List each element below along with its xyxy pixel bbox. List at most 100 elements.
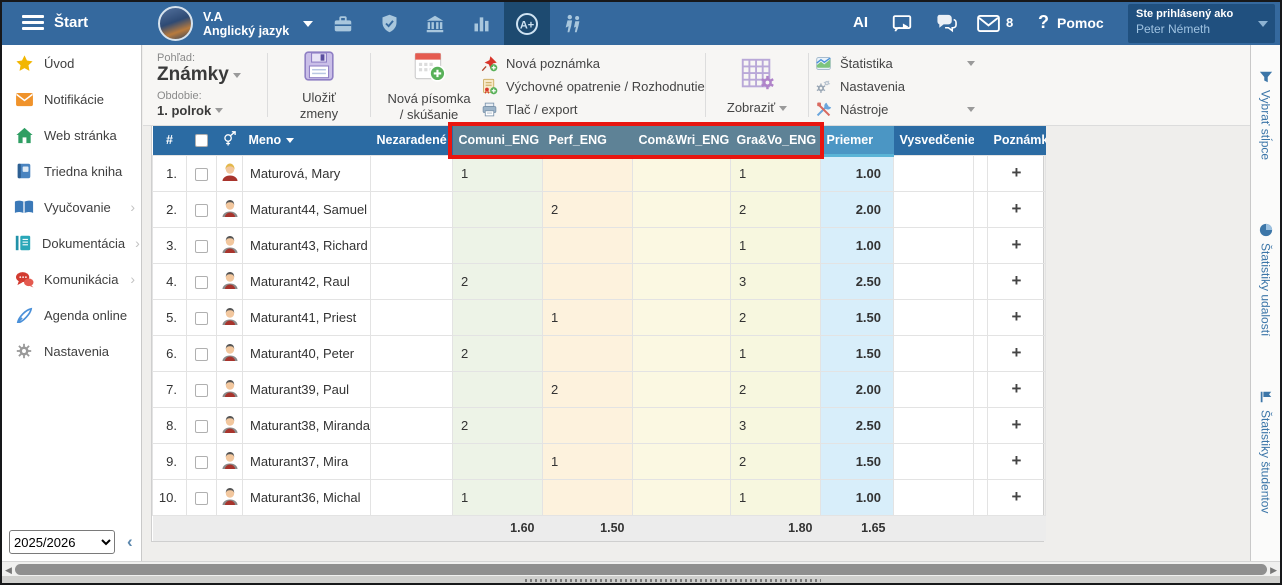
action-decree-plus[interactable]: Výchovné opatrenie / Rozhodnutie bbox=[481, 75, 705, 98]
help-button[interactable]: Pomoc bbox=[1057, 15, 1104, 31]
scroll-right-arrow-icon[interactable]: ▶ bbox=[1270, 565, 1277, 575]
sidebar-item-nastavenia[interactable]: Nastavenia bbox=[2, 333, 141, 369]
student-name[interactable]: Maturant42, Raul bbox=[242, 262, 371, 300]
grade-cell-perf[interactable] bbox=[542, 226, 633, 264]
cell-nezaradene[interactable] bbox=[370, 478, 453, 516]
start-menu-button[interactable]: Štart bbox=[54, 14, 89, 31]
add-note-button[interactable]: + bbox=[987, 190, 1046, 228]
student-avatar[interactable] bbox=[216, 226, 243, 264]
student-avatar[interactable] bbox=[216, 298, 243, 336]
student-name[interactable]: Maturant37, Mira bbox=[242, 442, 371, 480]
header-meno[interactable]: Meno bbox=[242, 126, 371, 155]
add-note-button[interactable]: + bbox=[987, 154, 1046, 192]
grade-cell-comuni[interactable]: 2 bbox=[452, 334, 543, 372]
add-note-button[interactable]: + bbox=[987, 442, 1046, 480]
header-comwri[interactable]: Com&Wri_ENG bbox=[632, 126, 731, 155]
student-name[interactable]: Maturant38, Miranda bbox=[242, 406, 371, 444]
add-note-button[interactable]: + bbox=[987, 334, 1046, 372]
horizontal-scrollbar[interactable]: ◀ ▶ bbox=[2, 561, 1280, 576]
header-poznamky[interactable]: Poznámky bbox=[987, 126, 1046, 155]
action-printer[interactable]: Tlač / export bbox=[481, 98, 699, 121]
grade-cell-comuni[interactable] bbox=[452, 226, 543, 264]
header-gender[interactable] bbox=[216, 126, 243, 155]
grade-cell-comwri[interactable] bbox=[632, 190, 731, 228]
grade-cell-comwri[interactable] bbox=[632, 370, 731, 408]
grade-cell-gravo[interactable]: 2 bbox=[730, 370, 821, 408]
hamburger-menu-icon[interactable] bbox=[22, 15, 44, 31]
add-note-button[interactable]: + bbox=[987, 298, 1046, 336]
row-checkbox[interactable] bbox=[195, 275, 208, 289]
student-avatar[interactable] bbox=[216, 262, 243, 300]
grade-cell-gravo[interactable]: 2 bbox=[730, 442, 821, 480]
row-checkbox-cell[interactable] bbox=[186, 226, 217, 264]
student-avatar[interactable] bbox=[216, 334, 243, 372]
cell-vysvedcenie[interactable] bbox=[893, 370, 974, 408]
grade-cell-gravo[interactable]: 2 bbox=[730, 298, 821, 336]
student-name[interactable]: Maturová, Mary bbox=[242, 154, 371, 192]
cell-vysvedcenie[interactable] bbox=[893, 154, 974, 192]
grade-cell-perf[interactable] bbox=[542, 406, 633, 444]
header-priemer[interactable]: Priemer bbox=[820, 126, 894, 157]
cell-vysvedcenie[interactable] bbox=[893, 478, 974, 516]
select-all-checkbox[interactable] bbox=[195, 134, 208, 148]
grade-cell-perf[interactable] bbox=[542, 478, 633, 516]
grade-cell-gravo[interactable]: 1 bbox=[730, 478, 821, 516]
grade-cell-comuni[interactable]: 2 bbox=[452, 406, 543, 444]
cell-vysvedcenie[interactable] bbox=[893, 334, 974, 372]
grade-cell-comwri[interactable] bbox=[632, 478, 731, 516]
grade-cell-comuni[interactable]: 1 bbox=[452, 154, 543, 192]
grade-cell-perf[interactable]: 1 bbox=[542, 298, 633, 336]
panel-gears[interactable]: Nastavenia bbox=[815, 75, 983, 98]
row-checkbox-cell[interactable] bbox=[186, 154, 217, 192]
grade-cell-comwri[interactable] bbox=[632, 262, 731, 300]
cell-vysvedcenie[interactable] bbox=[893, 262, 974, 300]
module-grades-a-plus-icon[interactable]: A+ bbox=[504, 2, 550, 45]
add-note-button[interactable]: + bbox=[987, 370, 1046, 408]
student-name[interactable]: Maturant39, Paul bbox=[242, 370, 371, 408]
cell-vysvedcenie[interactable] bbox=[893, 442, 974, 480]
grade-cell-gravo[interactable]: 1 bbox=[730, 154, 821, 192]
new-test-button[interactable]: Nová písomka / skúšanie bbox=[377, 45, 481, 125]
row-checkbox-cell[interactable] bbox=[186, 298, 217, 336]
grade-cell-comuni[interactable]: 1 bbox=[452, 478, 543, 516]
module-briefcase-icon[interactable] bbox=[320, 2, 366, 45]
row-checkbox-cell[interactable] bbox=[186, 262, 217, 300]
sidebar-item-vyu-ovanie[interactable]: Vyučovanie › bbox=[2, 189, 141, 225]
rail-item-flag-chart[interactable]: Štatistiky študentov bbox=[1251, 390, 1280, 513]
grade-cell-gravo[interactable]: 1 bbox=[730, 226, 821, 264]
cell-nezaradene[interactable] bbox=[370, 226, 453, 264]
grade-cell-comwri[interactable] bbox=[632, 154, 731, 192]
rail-item-filter[interactable]: Vybrať stĺpce bbox=[1251, 70, 1280, 160]
cell-vysvedcenie[interactable] bbox=[893, 406, 974, 444]
student-name[interactable]: Maturant40, Peter bbox=[242, 334, 371, 372]
cell-nezaradene[interactable] bbox=[370, 262, 453, 300]
header-select-all[interactable] bbox=[186, 126, 217, 155]
grade-cell-comuni[interactable]: 2 bbox=[452, 262, 543, 300]
grade-cell-perf[interactable]: 2 bbox=[542, 370, 633, 408]
scrollbar-thumb[interactable] bbox=[15, 564, 1267, 575]
collapse-sidebar-icon[interactable]: ‹ bbox=[127, 532, 133, 551]
cell-vysvedcenie[interactable] bbox=[893, 226, 974, 264]
save-changes-button[interactable]: Uložiť zmeny bbox=[274, 45, 364, 125]
student-avatar[interactable] bbox=[216, 478, 243, 516]
cell-nezaradene[interactable] bbox=[370, 406, 453, 444]
grade-cell-comuni[interactable] bbox=[452, 190, 543, 228]
row-checkbox[interactable] bbox=[195, 167, 208, 181]
header-vysvedcenie[interactable]: Vysvedčenie bbox=[893, 126, 974, 155]
cell-nezaradene[interactable] bbox=[370, 190, 453, 228]
ai-button[interactable]: AI bbox=[853, 14, 868, 31]
grade-cell-gravo[interactable]: 2 bbox=[730, 190, 821, 228]
panel-stats-chart[interactable]: Štatistika bbox=[815, 52, 983, 75]
module-institution-icon[interactable] bbox=[412, 2, 458, 45]
grade-cell-comwri[interactable] bbox=[632, 226, 731, 264]
help-icon[interactable]: ? bbox=[1038, 12, 1049, 32]
cell-nezaradene[interactable] bbox=[370, 334, 453, 372]
cell-nezaradene[interactable] bbox=[370, 442, 453, 480]
grade-cell-perf[interactable]: 1 bbox=[542, 442, 633, 480]
row-checkbox-cell[interactable] bbox=[186, 478, 217, 516]
module-shield-check-icon[interactable] bbox=[366, 2, 412, 45]
cell-nezaradene[interactable] bbox=[370, 370, 453, 408]
scroll-left-arrow-icon[interactable]: ◀ bbox=[5, 565, 12, 575]
student-avatar[interactable] bbox=[216, 154, 243, 192]
header-nezaradene[interactable]: Nezaradené bbox=[370, 126, 453, 155]
